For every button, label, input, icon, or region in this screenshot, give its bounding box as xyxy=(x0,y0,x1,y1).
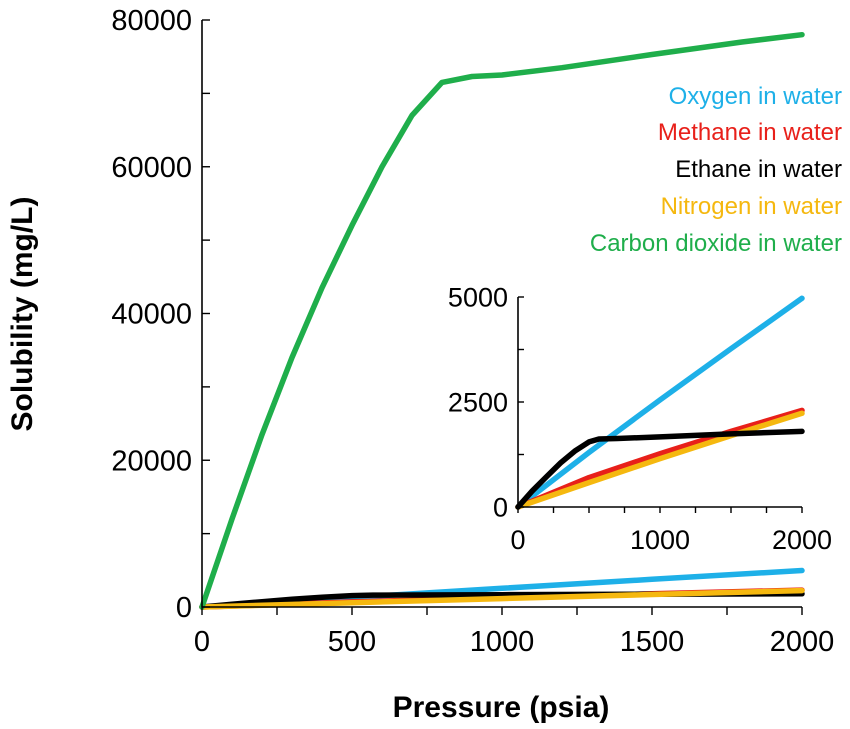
inset-series-methane-in-water xyxy=(515,407,805,510)
inset-series-oxygen-in-water xyxy=(515,295,805,510)
inset-y-tick-label: 5000 xyxy=(448,282,508,312)
y-tick-label: 60000 xyxy=(111,152,192,184)
inset-series-ethane-in-water xyxy=(515,428,805,510)
inset-plot: 0 2500 5000 0 1000 2000 xyxy=(448,282,832,555)
series-carbon-dioxide-in-water xyxy=(199,31,805,610)
legend-item-methane-in-water: Methane in water xyxy=(658,119,842,146)
inset-x-tick-label: 1000 xyxy=(630,525,690,555)
legend-item-nitrogen-in-water: Nitrogen in water xyxy=(661,193,842,220)
inset-y-tick-label: 2500 xyxy=(448,387,508,417)
legend-item-oxygen-in-water: Oxygen in water xyxy=(669,83,842,110)
inset-y-tick-label: 0 xyxy=(493,492,508,522)
inset-x-tick-label: 2000 xyxy=(772,525,832,555)
legend: Oxygen in water Methane in water Ethane in… xyxy=(590,83,842,257)
x-tick-label: 500 xyxy=(328,626,376,658)
y-tick-label: 80000 xyxy=(111,5,192,37)
legend-item-ethane-in-water: Ethane in water xyxy=(675,156,842,183)
inset-x-tick-label: 0 xyxy=(510,525,525,555)
y-tick-label: 40000 xyxy=(111,299,192,331)
y-axis-title: Solubility (mg/L) xyxy=(6,197,39,432)
x-tick-label: 0 xyxy=(194,626,210,658)
y-tick-label: 0 xyxy=(176,592,192,624)
x-axis-title: Pressure (psia) xyxy=(393,691,610,724)
inset-series-nitrogen-in-water xyxy=(515,410,805,510)
x-tick-label: 1500 xyxy=(620,626,685,658)
y-tick-label: 20000 xyxy=(111,445,192,477)
x-tick-label: 1000 xyxy=(470,626,535,658)
legend-item-carbon-dioxide-in-water: Carbon dioxide in water xyxy=(590,230,842,257)
x-tick-label: 2000 xyxy=(770,626,835,658)
series-nitrogen-in-water xyxy=(199,587,805,610)
